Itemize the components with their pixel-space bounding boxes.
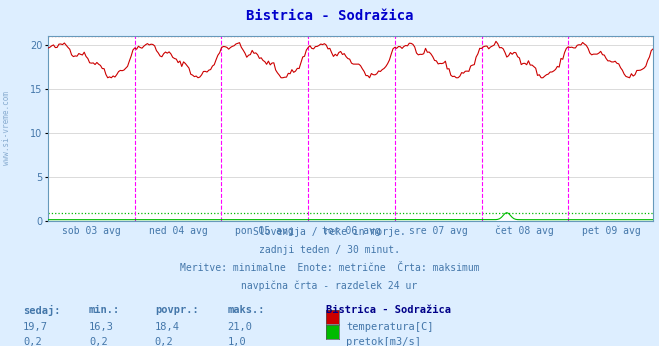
Text: Meritve: minimalne  Enote: metrične  Črta: maksimum: Meritve: minimalne Enote: metrične Črta:…: [180, 263, 479, 273]
Text: 0,2: 0,2: [89, 337, 107, 346]
Text: 1,0: 1,0: [227, 337, 246, 346]
Text: zadnji teden / 30 minut.: zadnji teden / 30 minut.: [259, 245, 400, 255]
Text: 0,2: 0,2: [155, 337, 173, 346]
Text: Bistrica - Sodražica: Bistrica - Sodražica: [246, 9, 413, 22]
Text: 18,4: 18,4: [155, 322, 180, 333]
Text: temperatura[C]: temperatura[C]: [346, 322, 434, 333]
Text: pretok[m3/s]: pretok[m3/s]: [346, 337, 421, 346]
Text: Slovenija / reke in morje.: Slovenija / reke in morje.: [253, 227, 406, 237]
Text: 0,2: 0,2: [23, 337, 42, 346]
Text: 21,0: 21,0: [227, 322, 252, 333]
Text: Bistrica - Sodražica: Bistrica - Sodražica: [326, 305, 451, 315]
Text: sedaj:: sedaj:: [23, 305, 61, 316]
Text: povpr.:: povpr.:: [155, 305, 198, 315]
Text: 16,3: 16,3: [89, 322, 114, 333]
Text: maks.:: maks.:: [227, 305, 265, 315]
Text: www.si-vreme.com: www.si-vreme.com: [2, 91, 11, 165]
Text: navpična črta - razdelek 24 ur: navpična črta - razdelek 24 ur: [241, 281, 418, 291]
Text: min.:: min.:: [89, 305, 120, 315]
Text: 19,7: 19,7: [23, 322, 48, 333]
